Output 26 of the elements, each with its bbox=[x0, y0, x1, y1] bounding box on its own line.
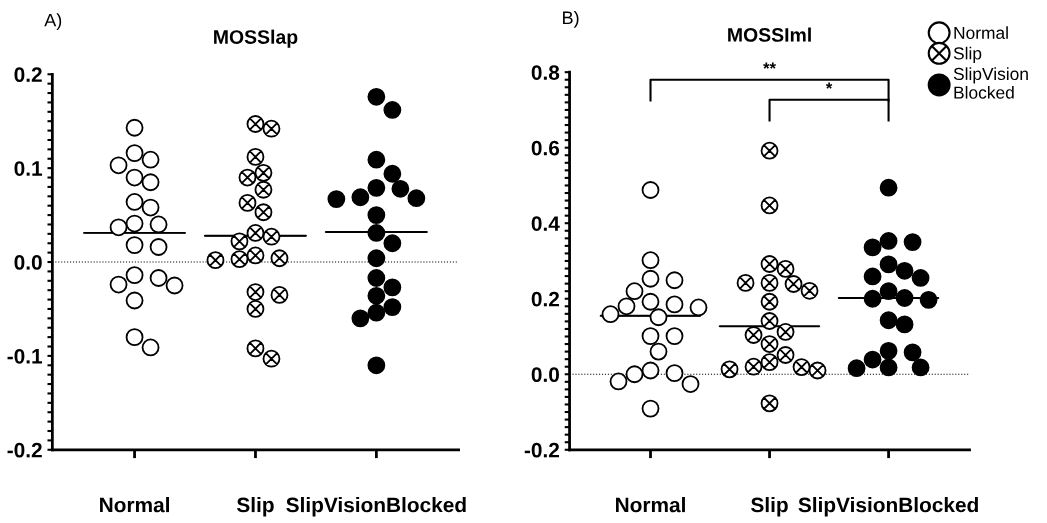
x-tick-label: SlipVisionBlocked bbox=[286, 497, 466, 517]
annotation: * bbox=[825, 82, 833, 89]
y-tick-label: 0.2 bbox=[14, 67, 42, 83]
y-tick-label: 0.0 bbox=[14, 255, 42, 270]
x-tick-label: Slip bbox=[751, 497, 788, 517]
chart-title: MOSSlap bbox=[214, 29, 298, 48]
x-tick-label: Slip bbox=[236, 497, 274, 517]
x-tick-label: Normal bbox=[100, 497, 169, 513]
legend-label: Slip bbox=[953, 46, 982, 63]
y-tick-label: -0.2 bbox=[524, 442, 560, 458]
legend-label: SlipVision Blocked bbox=[953, 67, 1028, 99]
y-tick-label: 0.2 bbox=[531, 291, 560, 307]
y-tick-label: 0.1 bbox=[14, 161, 43, 176]
y-tick-label: 0.0 bbox=[531, 367, 559, 383]
text: A) bbox=[44, 13, 62, 31]
y-tick-label: 0.6 bbox=[531, 140, 560, 156]
x-tick-label: SlipVisionBlocked bbox=[798, 497, 978, 517]
legend-label: Normal bbox=[954, 26, 1008, 40]
y-tick-label: 0.4 bbox=[531, 216, 560, 231]
y-tick-label: -0.1 bbox=[7, 348, 43, 364]
y-tick-label: 0.8 bbox=[531, 65, 560, 80]
chart-title: MOSSIml bbox=[728, 27, 811, 42]
text: ** bbox=[763, 62, 777, 69]
x-tick-label: Normal bbox=[616, 497, 685, 513]
y-tick-label: -0.2 bbox=[7, 442, 42, 458]
text: B) bbox=[563, 10, 579, 28]
